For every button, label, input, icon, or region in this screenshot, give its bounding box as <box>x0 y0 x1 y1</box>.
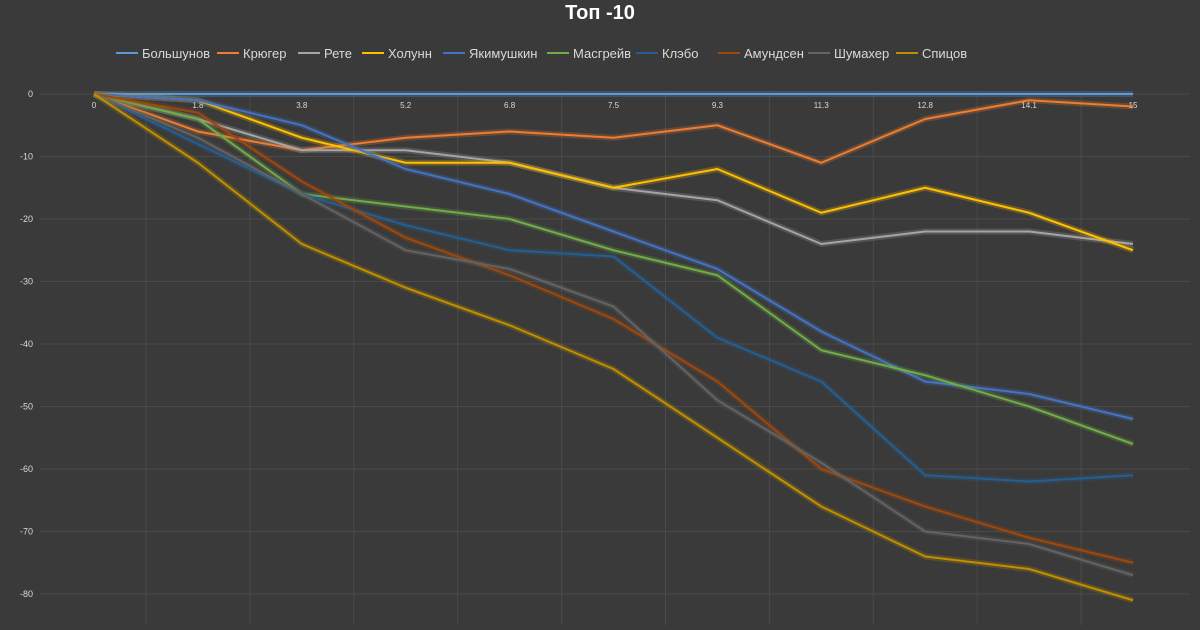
legend-label: Якимушкин <box>469 45 538 61</box>
legend-item: Масгрейв <box>547 44 631 62</box>
x-tick-label: 0 <box>92 101 97 110</box>
series-line-6 <box>93 93 1134 483</box>
series-line-8 <box>93 93 1134 577</box>
legend-item: Якимушкин <box>443 44 537 62</box>
chart-title: Топ -10 <box>565 2 635 24</box>
legend-swatch <box>443 52 465 54</box>
series-line-5 <box>93 93 1134 445</box>
y-tick-label: -60 <box>20 464 33 474</box>
legend-label: Спицов <box>922 45 968 61</box>
legend-label: Шумахер <box>834 45 890 61</box>
gridlines <box>40 93 1190 626</box>
y-tick-label: -40 <box>20 339 33 349</box>
x-tick-label: 12.8 <box>917 101 933 110</box>
y-tick-label: -20 <box>20 214 33 224</box>
y-tick-label: -80 <box>20 589 33 599</box>
chart-legend: Большунов Крюгер Рете Холунн Якимушкин Масгре… <box>0 44 1200 62</box>
legend-label: Холунн <box>388 45 432 61</box>
legend-swatch <box>362 52 384 54</box>
y-tick-label: 0 <box>28 89 33 99</box>
legend-label: Масгрейв <box>573 45 632 61</box>
legend-label: Амундсен <box>744 45 804 61</box>
legend-item: Рете <box>298 44 352 62</box>
legend-item: Спицов <box>896 44 967 62</box>
legend-item: Большунов <box>116 44 210 62</box>
legend-item: Клэбо <box>636 44 698 62</box>
legend-swatch <box>718 52 740 54</box>
legend-item: Крюгер <box>217 44 286 62</box>
legend-swatch <box>298 52 320 54</box>
series-line-3 <box>93 93 1134 252</box>
series-line-7 <box>93 93 1134 564</box>
y-tick-labels: 0 -10 -20 -30 -40 -50 -60 -70 -80 <box>20 89 33 599</box>
x-tick-label: 6.8 <box>504 101 516 110</box>
x-tick-label: 7.5 <box>608 101 620 110</box>
legend-swatch <box>547 52 569 54</box>
legend-item: Холунн <box>362 44 432 62</box>
series-lines <box>92 91 1135 604</box>
legend-label: Рете <box>324 45 352 61</box>
legend-item: Шумахер <box>808 44 889 62</box>
legend-label: Клэбо <box>662 45 699 61</box>
x-tick-label: 9.3 <box>712 101 724 110</box>
y-tick-label: -70 <box>20 527 33 537</box>
legend-swatch <box>896 52 918 54</box>
legend-item: Амундсен <box>718 44 804 62</box>
series-line-1 <box>93 93 1134 164</box>
legend-swatch <box>636 52 658 54</box>
x-tick-labels: 0 1.8 3.8 5.2 6.8 7.5 9.3 11.3 12.8 14.1 15 <box>92 101 1138 110</box>
legend-label: Большунов <box>142 45 211 61</box>
y-tick-label: -30 <box>20 277 33 287</box>
legend-swatch <box>116 52 138 54</box>
x-tick-label: 15 <box>1129 101 1138 110</box>
y-tick-label: -10 <box>20 152 33 162</box>
legend-swatch <box>217 52 239 54</box>
x-tick-label: 3.8 <box>296 101 308 110</box>
x-tick-label: 14.1 <box>1021 101 1037 110</box>
x-tick-label: 1.8 <box>192 101 204 110</box>
y-tick-label: -50 <box>20 402 33 412</box>
legend-swatch <box>808 52 830 54</box>
series-line-9 <box>93 93 1134 602</box>
x-tick-label: 5.2 <box>400 101 412 110</box>
x-tick-label: 11.3 <box>814 101 830 110</box>
legend-label: Крюгер <box>243 45 287 61</box>
